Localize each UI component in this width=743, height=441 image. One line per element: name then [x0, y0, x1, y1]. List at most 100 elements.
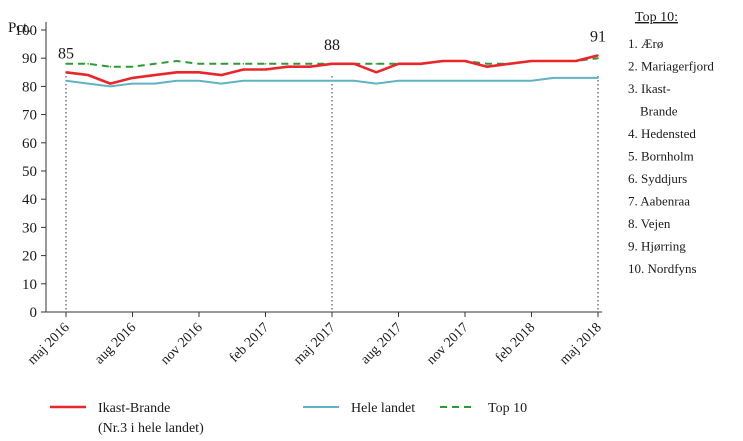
- legend-label: Ikast-Brande: [98, 401, 170, 416]
- top10-list-item: 5. Bornholm: [628, 149, 694, 164]
- x-tick-label: maj 2017: [291, 320, 339, 368]
- reference-lines: [65, 76, 599, 312]
- data-point: [375, 82, 378, 85]
- data-point: [508, 63, 511, 65]
- data-point: [309, 63, 311, 65]
- data-point: [575, 60, 577, 62]
- data-point: [353, 63, 355, 65]
- data-point: [309, 79, 311, 82]
- data-point: [575, 77, 577, 79]
- y-tick-label: 40: [22, 192, 37, 208]
- top10-list-item: 3. Ikast-: [628, 81, 671, 96]
- top10-title: Top 10:: [635, 10, 678, 25]
- value-annotation: 85: [58, 45, 74, 62]
- y-tick-label: 10: [22, 277, 37, 293]
- data-point: [419, 79, 422, 82]
- y-tick-label: 50: [22, 164, 37, 180]
- data-point: [597, 54, 599, 57]
- x-tick-label: maj 2016: [25, 320, 73, 368]
- data-point: [442, 79, 444, 82]
- data-point: [242, 63, 245, 65]
- data-point: [397, 63, 400, 65]
- data-point: [176, 60, 178, 62]
- data-point: [87, 82, 89, 85]
- data-point: [530, 60, 533, 62]
- data-point: [87, 63, 89, 65]
- x-tick-label: aug 2016: [92, 320, 139, 367]
- data-point: [508, 79, 511, 82]
- x-tick-label: nov 2016: [158, 320, 206, 368]
- data-point: [65, 71, 67, 74]
- data-point: [109, 82, 112, 85]
- top10-list: Top 10: 1. Ærø 2. Mariagerfjord 3. Ikast- B…: [628, 10, 714, 276]
- data-point: [109, 85, 112, 88]
- data-point: [153, 82, 156, 85]
- data-point: [131, 77, 134, 79]
- data-point: [176, 79, 178, 82]
- legend-sublabel: (Nr.3 i hele landet): [98, 421, 204, 436]
- data-point: [597, 77, 599, 79]
- data-point: [176, 71, 178, 74]
- data-point: [530, 79, 533, 82]
- y-tick-label: 60: [22, 136, 37, 152]
- x-tick-label: feb 2017: [227, 320, 273, 366]
- data-point: [131, 65, 134, 68]
- data-point: [109, 65, 112, 68]
- data-point: [464, 60, 466, 62]
- data-point: [198, 63, 200, 65]
- data-point: [552, 60, 555, 62]
- data-point: [486, 63, 488, 65]
- y-tick-label: 70: [22, 108, 37, 124]
- top10-list-item: 10. Nordfyns: [628, 261, 697, 276]
- x-tick-label: nov 2017: [424, 320, 472, 368]
- data-point: [198, 71, 200, 74]
- data-point: [264, 68, 267, 71]
- x-axis-ticks: maj 2016 aug 2016 nov 2016 feb 2017 maj 2017…: [25, 312, 605, 368]
- data-point: [331, 63, 333, 65]
- data-point: [486, 79, 488, 82]
- legend-label: Top 10: [488, 401, 527, 416]
- data-point: [242, 68, 245, 71]
- data-point: [153, 74, 156, 76]
- top10-list-item: 4. Hedensted: [628, 126, 696, 141]
- data-point: [220, 74, 222, 76]
- top10-list-item: 1. Ærø: [628, 36, 664, 51]
- data-point: [309, 65, 311, 68]
- data-point: [264, 79, 267, 82]
- data-point: [242, 79, 245, 82]
- data-point: [153, 63, 156, 65]
- y-axis-ticks: 0 10 20 30 40 50 60 70 80 90 100: [15, 23, 46, 321]
- data-point: [331, 79, 333, 82]
- series-lines: [65, 54, 599, 88]
- data-point: [286, 79, 289, 82]
- x-tick-label: maj 2018: [557, 320, 605, 368]
- top10-list-item: 2. Mariagerfjord: [628, 59, 714, 74]
- y-tick-label: 0: [30, 305, 38, 321]
- data-point: [264, 63, 267, 65]
- data-point: [353, 79, 355, 82]
- series-line-ikast-brande: [65, 54, 599, 85]
- data-point: [397, 79, 400, 82]
- data-point: [442, 60, 444, 62]
- data-point: [552, 77, 555, 79]
- data-point: [286, 65, 289, 68]
- data-point: [87, 74, 89, 76]
- top10-list-item: 6. Syddjurs: [628, 171, 687, 186]
- data-point: [419, 63, 422, 65]
- y-tick-label: 30: [22, 220, 37, 236]
- value-annotation: 91: [590, 28, 606, 45]
- data-point: [486, 65, 488, 68]
- y-axis-label: Pct.: [8, 20, 31, 36]
- axes: [45, 22, 602, 313]
- data-point: [65, 63, 67, 65]
- data-point: [198, 79, 200, 82]
- y-tick-label: 90: [22, 51, 37, 67]
- data-point: [220, 82, 222, 85]
- top10-list-item: 8. Vejen: [628, 216, 671, 231]
- data-point: [375, 63, 378, 65]
- top10-list-item: 9. Hjørring: [628, 239, 686, 254]
- data-point: [597, 57, 599, 59]
- x-tick-label: feb 2018: [493, 320, 539, 366]
- data-point: [464, 79, 466, 82]
